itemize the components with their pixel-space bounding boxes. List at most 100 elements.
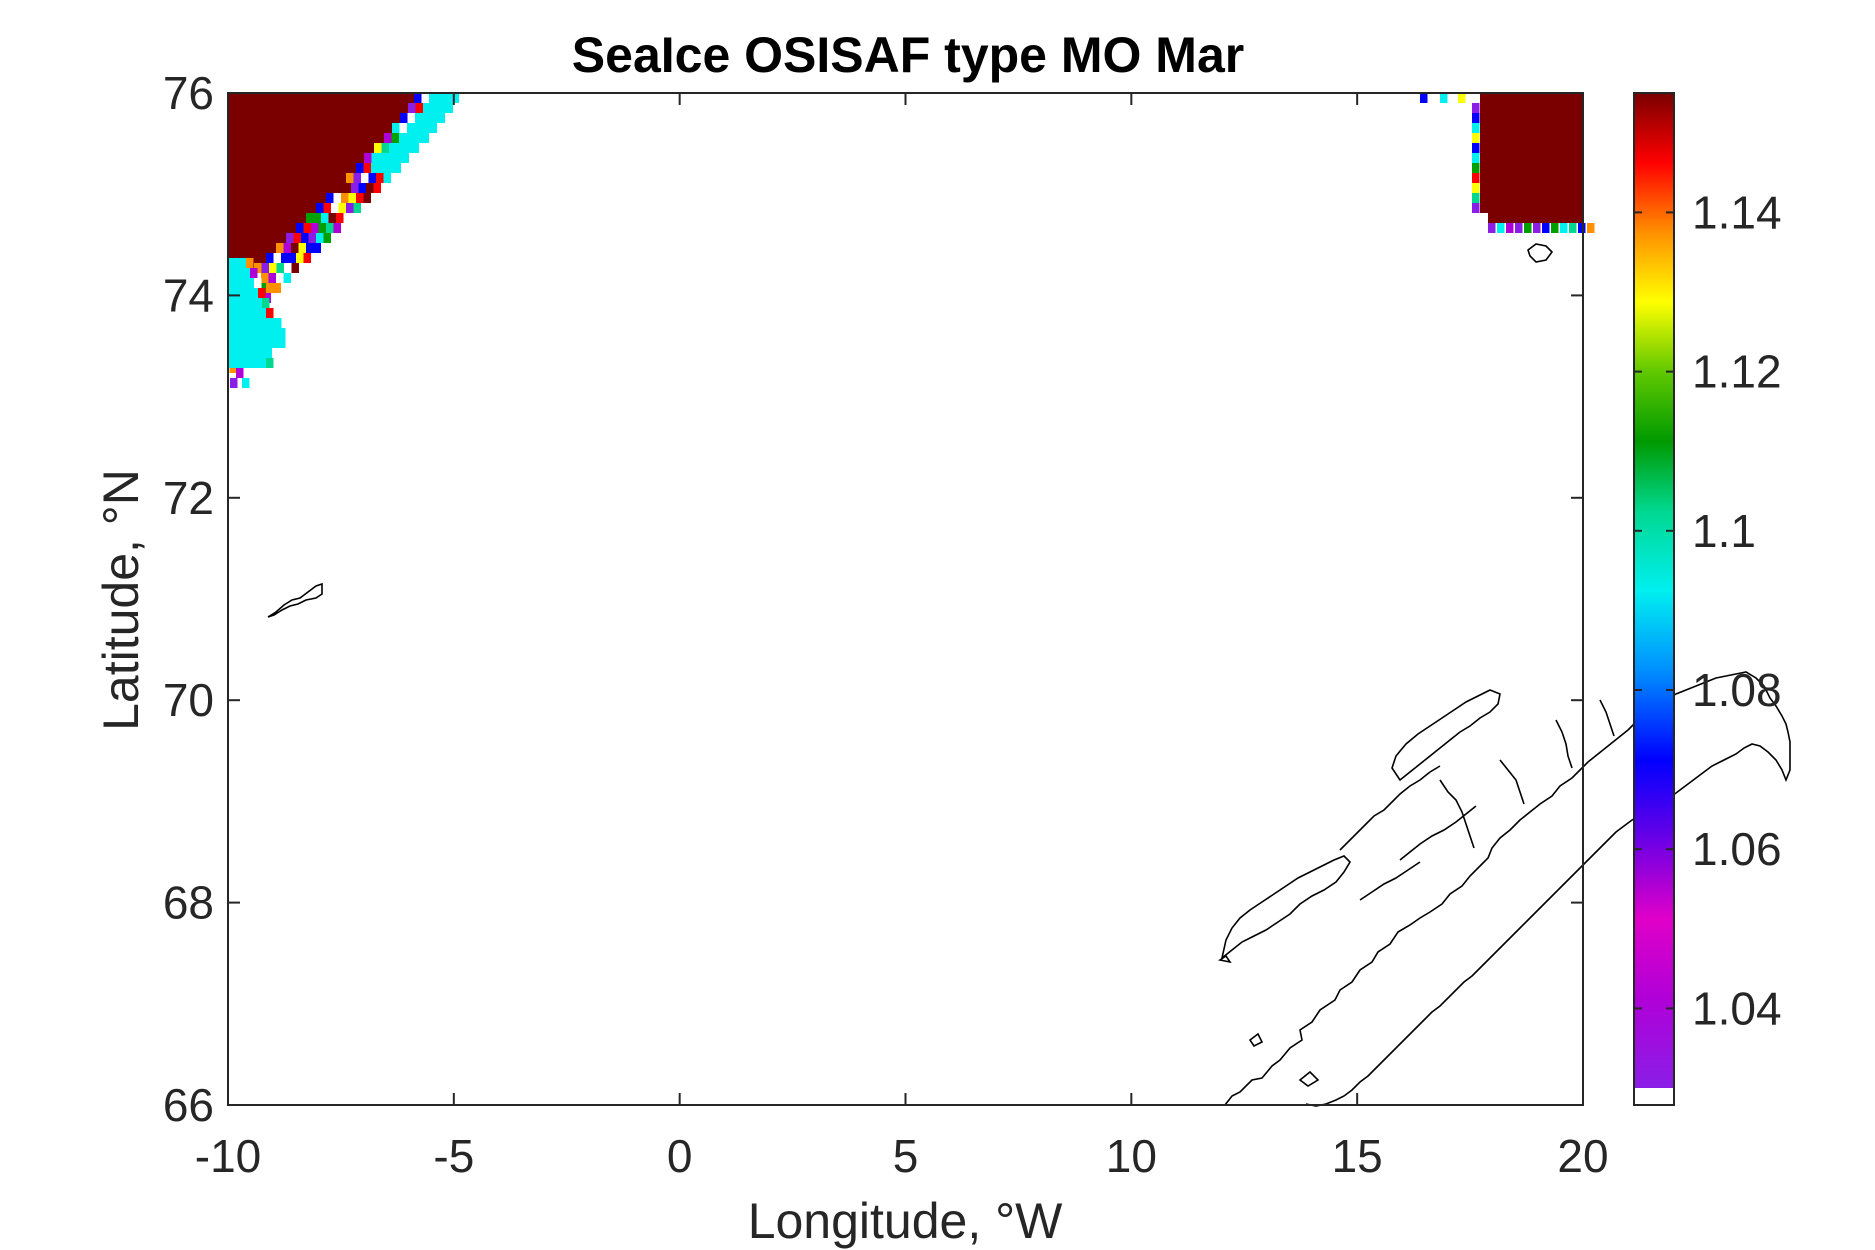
ice-cell — [296, 223, 304, 233]
ice-cell — [436, 93, 444, 103]
ice-cell — [378, 163, 386, 173]
ice-cell — [422, 113, 430, 123]
ice-cell — [284, 263, 292, 273]
ice-cell — [346, 203, 354, 213]
ice-cell — [393, 163, 401, 173]
ice-cell — [361, 173, 369, 183]
ice-cell — [363, 163, 371, 173]
y-tick-label: 68 — [163, 877, 214, 929]
ice-region — [228, 348, 272, 358]
ice-cell — [336, 183, 344, 193]
ice-region — [228, 123, 392, 133]
ice-cell — [429, 123, 437, 133]
ice-cell — [394, 153, 402, 163]
ice-cell — [444, 93, 452, 103]
ice-cell — [415, 103, 423, 113]
ice-cell — [379, 153, 387, 163]
ice-cell — [451, 93, 459, 103]
coastline-norway — [1224, 671, 1791, 1107]
coastline-small-2 — [1248, 1032, 1264, 1048]
colorbar-tick-label: 1.12 — [1692, 346, 1782, 398]
ice-cell — [306, 243, 314, 253]
ice-cell — [366, 183, 374, 193]
ice-region — [228, 338, 278, 348]
ice-cell — [437, 113, 445, 123]
coastline-small-3 — [1298, 1070, 1320, 1087]
ice-cell — [283, 243, 291, 253]
ice-cell — [266, 253, 274, 263]
ice-cell — [371, 153, 379, 163]
ice-cell — [316, 203, 324, 213]
ice-cell — [230, 378, 238, 388]
ice-cell — [396, 143, 404, 153]
x-tick-label: -5 — [433, 1130, 474, 1182]
ice-cell — [291, 263, 299, 273]
ice-cell — [301, 233, 309, 243]
ice-cell — [258, 288, 266, 298]
ice-cell — [1472, 123, 1480, 133]
ice-cell — [266, 283, 274, 293]
ice-cell — [262, 298, 270, 308]
chart-title: SeaIce OSISAF type MO Mar — [572, 27, 1244, 83]
ice-cell — [250, 268, 258, 278]
ice-cell — [1472, 203, 1480, 213]
coastline-vesteralen — [1391, 689, 1501, 782]
ice-cell — [333, 193, 341, 203]
ice-cell — [1587, 223, 1595, 233]
y-axis-label: Latitude, °N — [93, 469, 149, 731]
ice-cell — [384, 133, 392, 143]
ice-cell — [445, 103, 453, 113]
ice-cell — [356, 193, 364, 203]
ice-cell — [273, 253, 281, 263]
ice-cell — [323, 203, 331, 213]
colorbar-frame — [1633, 92, 1675, 1106]
ice-cell — [406, 133, 414, 143]
ice-cell — [411, 143, 419, 153]
ice-cell — [1551, 223, 1559, 233]
ice-cell — [353, 173, 361, 183]
ice-cell — [1472, 133, 1480, 143]
ice-cell — [381, 143, 389, 153]
colorbar-tick-label: 1.06 — [1692, 823, 1782, 875]
ice-cell — [414, 133, 422, 143]
ice-cell — [376, 173, 384, 183]
ice-cell — [288, 253, 296, 263]
ice-cell — [346, 173, 354, 183]
ice-cell — [276, 243, 284, 253]
ice-cell — [311, 223, 319, 233]
ice-cell — [266, 308, 274, 318]
ice-cell — [323, 233, 331, 243]
ice-cell — [1472, 93, 1480, 103]
island-jan-mayen — [267, 582, 323, 618]
ice-cell — [1472, 163, 1480, 173]
ice-cell — [422, 123, 430, 133]
ice-cell — [1472, 153, 1480, 163]
ice-cell — [298, 243, 306, 253]
ice-region — [1488, 213, 1583, 223]
ice-cell — [1533, 223, 1541, 233]
coastline-fjords-1 — [1339, 689, 1653, 901]
ice-cell — [1560, 223, 1568, 233]
ice-cell — [1569, 223, 1577, 233]
x-tick-label: 20 — [1557, 1130, 1608, 1182]
plot-area-frame — [227, 92, 1584, 1106]
ice-cell — [407, 113, 415, 123]
ice-cell — [421, 93, 429, 103]
y-tick-label: 72 — [163, 472, 214, 524]
ice-cell — [407, 123, 415, 133]
ice-cell — [303, 223, 311, 233]
ice-region — [228, 203, 316, 213]
island-bear — [1527, 243, 1554, 263]
ice-region — [228, 103, 408, 113]
colorbar-tick-label: 1.04 — [1692, 982, 1782, 1034]
colorbar-tick-label: 1.08 — [1692, 664, 1782, 716]
ice-region — [228, 143, 374, 153]
ice-cell — [423, 103, 431, 113]
ice-cell — [266, 358, 274, 368]
ice-cell — [399, 123, 407, 133]
ice-cell — [1488, 223, 1496, 233]
ice-cell — [1578, 223, 1586, 233]
ice-cell — [293, 233, 301, 243]
ice-cell — [421, 133, 429, 143]
ice-region — [228, 288, 258, 298]
